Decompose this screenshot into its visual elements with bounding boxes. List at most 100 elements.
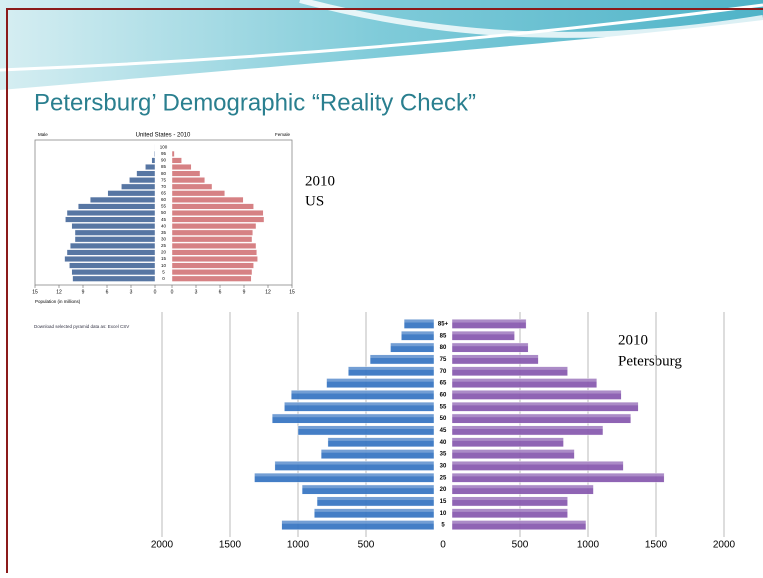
bar-highlight: [452, 449, 574, 452]
bar-highlight: [291, 390, 434, 393]
y-tick-label: 55: [440, 404, 447, 410]
us-label: US: [305, 193, 324, 209]
bar-highlight: [452, 378, 597, 381]
bar-highlight: [275, 461, 434, 464]
bar: [72, 223, 155, 229]
y-tick-label: 20: [440, 487, 447, 493]
y-tick-label: 85+: [438, 321, 449, 327]
us-label: 2010: [305, 173, 335, 189]
bar: [172, 276, 251, 282]
bar: [154, 151, 155, 157]
y-tick-label: 50: [161, 210, 167, 215]
bar-highlight: [282, 520, 434, 523]
chart-title: United States - 2010: [136, 133, 191, 139]
y-tick-label: 75: [440, 357, 447, 363]
y-tick-label: 65: [161, 190, 167, 195]
y-tick-label: 80: [161, 171, 167, 176]
bar: [172, 236, 252, 242]
bar-highlight: [404, 319, 434, 322]
bar: [172, 269, 252, 275]
y-tick-label: 10: [440, 511, 447, 517]
y-tick-label: 55: [161, 204, 167, 209]
bar-highlight: [452, 367, 568, 370]
bar-highlight: [321, 449, 434, 452]
x-tick-label: 9: [82, 289, 85, 295]
bar-highlight: [284, 402, 434, 405]
y-tick-label: 25: [440, 475, 447, 481]
x-tick-label: 3: [130, 289, 133, 295]
x-axis-label: Population (in millions): [35, 299, 81, 304]
bar-highlight: [452, 343, 528, 346]
y-tick-label: 40: [440, 440, 447, 446]
y-tick-label: 30: [161, 236, 167, 241]
x-tick-label: 0: [171, 289, 174, 295]
slide-title: Petersburg’ Demographic “Reality Check”: [34, 89, 476, 116]
bar-highlight: [298, 426, 434, 429]
bar: [172, 243, 256, 249]
x-tick-label: 1000: [577, 540, 600, 551]
petersburg-label: Petersburg: [618, 353, 682, 369]
x-tick-label: 0: [440, 540, 446, 551]
y-tick-label: 25: [161, 243, 167, 248]
bar: [172, 230, 253, 236]
y-tick-label: 65: [440, 381, 447, 387]
bar: [172, 158, 182, 164]
bar-highlight: [314, 509, 434, 512]
bar: [75, 230, 155, 236]
bar-highlight: [254, 473, 434, 476]
bar-highlight: [348, 367, 434, 370]
y-tick-label: 85: [440, 333, 447, 339]
bar: [172, 197, 243, 203]
x-tick-label: 15: [289, 289, 295, 295]
bar-highlight: [452, 426, 603, 429]
bar: [129, 177, 155, 183]
bar-highlight: [452, 509, 568, 512]
x-tick-label: 1000: [287, 540, 310, 551]
bar: [121, 184, 155, 190]
y-tick-label: 30: [440, 463, 447, 469]
y-tick-label: 70: [440, 369, 447, 375]
x-tick-label: 12: [265, 289, 271, 295]
bar: [152, 158, 155, 164]
x-tick-label: 3: [195, 289, 198, 295]
bar: [172, 210, 263, 216]
bar-highlight: [452, 331, 515, 334]
bar-highlight: [452, 473, 664, 476]
legend-label: Female: [275, 132, 291, 137]
y-tick-label: 60: [161, 197, 167, 202]
bar: [172, 177, 205, 183]
bar: [172, 164, 191, 170]
bar: [70, 243, 155, 249]
y-tick-label: 80: [440, 345, 447, 351]
bar: [67, 250, 155, 256]
bar-highlight: [452, 438, 564, 441]
y-tick-label: 75: [161, 177, 167, 182]
y-tick-label: 50: [440, 416, 447, 422]
bar-highlight: [272, 414, 434, 417]
bar: [172, 151, 174, 157]
bar-highlight: [390, 343, 434, 346]
bar: [145, 164, 155, 170]
bar: [78, 204, 155, 210]
x-tick-label: 500: [512, 540, 529, 551]
bar-highlight: [452, 520, 586, 523]
bar: [137, 171, 155, 177]
bar: [172, 256, 258, 262]
us-image: [28, 128, 346, 318]
bar-highlight: [401, 331, 434, 334]
bar-highlight: [327, 378, 434, 381]
y-tick-label: 10: [161, 263, 167, 268]
y-tick-label: 45: [440, 428, 447, 434]
download-note: Download selected pyramid data as: Excel…: [34, 324, 129, 329]
bar: [172, 263, 254, 269]
y-tick-label: 15: [440, 499, 447, 505]
y-tick-label: 35: [161, 230, 167, 235]
x-tick-label: 1500: [219, 540, 242, 551]
x-tick-label: 1500: [645, 540, 668, 551]
x-tick-label: 2000: [713, 540, 736, 551]
x-tick-label: 500: [358, 540, 375, 551]
bar: [90, 197, 155, 203]
bar-highlight: [452, 390, 621, 393]
bar-highlight: [452, 414, 631, 417]
